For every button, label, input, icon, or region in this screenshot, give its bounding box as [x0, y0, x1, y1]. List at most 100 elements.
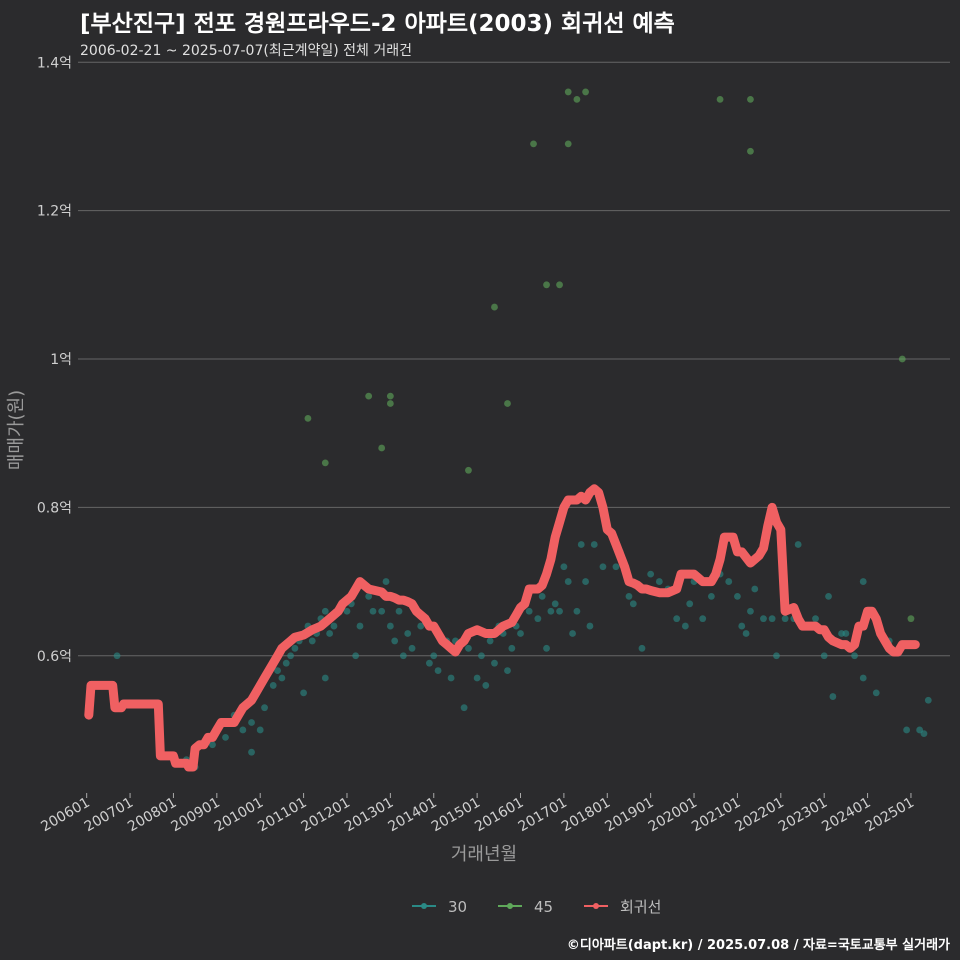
point-30	[538, 593, 546, 600]
point-30	[382, 578, 390, 585]
point-30	[794, 541, 802, 548]
legend-swatch-dot	[507, 903, 513, 909]
point-30	[920, 730, 928, 738]
point-30	[747, 607, 754, 615]
point-30	[222, 733, 229, 741]
point-30	[113, 652, 121, 660]
point-30	[859, 674, 867, 682]
point-30	[248, 719, 255, 726]
point-30	[473, 674, 481, 682]
x-tick-label: 201101	[255, 795, 309, 836]
point-45	[386, 392, 394, 400]
x-tick-label: 201601	[472, 795, 526, 836]
point-45	[747, 147, 754, 155]
x-tick-label: 201301	[342, 795, 396, 836]
point-30	[287, 652, 294, 660]
point-45	[907, 615, 915, 623]
point-45	[304, 414, 312, 422]
chart-subtitle: 2006-02-21 ~ 2025-07-07(최근계약일) 전체 거래건	[80, 43, 412, 59]
legend-swatch-dot	[421, 903, 427, 909]
point-30	[820, 652, 828, 660]
point-30	[408, 644, 416, 652]
point-30	[573, 607, 581, 615]
point-45	[504, 400, 511, 407]
point-30	[386, 622, 394, 630]
point-30	[308, 637, 316, 645]
point-45	[747, 95, 754, 103]
point-45	[564, 88, 572, 96]
point-30	[707, 593, 715, 600]
point-30	[681, 622, 689, 630]
point-30	[330, 622, 338, 630]
point-30	[395, 607, 403, 615]
point-30	[725, 578, 733, 585]
point-30	[569, 630, 576, 637]
point-30	[760, 615, 767, 623]
point-30	[369, 607, 377, 615]
point-45	[491, 303, 498, 311]
point-45	[564, 140, 572, 148]
point-30	[582, 578, 589, 585]
point-45	[386, 400, 394, 407]
point-30	[321, 607, 329, 615]
point-30	[417, 622, 425, 630]
point-30	[742, 630, 750, 637]
point-30	[399, 652, 407, 660]
point-30	[426, 659, 433, 667]
x-tick-label: 200601	[38, 795, 92, 836]
point-30	[590, 541, 598, 548]
point-30	[478, 652, 485, 660]
x-tick-label: 202301	[776, 795, 830, 836]
point-30	[699, 615, 707, 623]
x-tick-label: 202201	[733, 795, 787, 836]
legend-label: 회귀선	[620, 898, 661, 916]
x-tick-label: 202401	[819, 795, 873, 836]
y-axis-label: 매매가(원)	[6, 390, 27, 470]
x-tick-label: 201001	[212, 795, 266, 836]
point-45	[898, 355, 906, 363]
point-45	[543, 281, 550, 289]
point-30	[352, 652, 360, 660]
point-30	[282, 659, 290, 667]
point-30	[300, 689, 307, 697]
point-30	[508, 644, 516, 652]
x-tick-label: 202001	[646, 795, 700, 836]
point-45	[378, 444, 386, 452]
point-30	[686, 600, 694, 608]
y-tick-label: 1.2억	[37, 204, 72, 220]
point-30	[872, 689, 880, 697]
regression-line	[84, 484, 920, 772]
point-30	[491, 659, 498, 667]
point-30	[734, 593, 741, 600]
x-tick-label: 200801	[125, 795, 179, 836]
point-30	[577, 541, 585, 548]
point-30	[599, 563, 607, 571]
legend-swatch-dot	[593, 903, 599, 909]
point-30	[829, 693, 837, 700]
point-30	[612, 563, 620, 571]
point-30	[430, 652, 438, 660]
point-30	[209, 741, 216, 749]
point-30	[525, 607, 533, 615]
point-30	[239, 726, 247, 734]
x-tick-label: 201701	[516, 795, 570, 836]
point-30	[859, 578, 867, 585]
x-tick-label: 201201	[299, 795, 353, 836]
point-30	[586, 622, 594, 630]
point-30	[291, 644, 299, 652]
point-30	[269, 682, 277, 689]
point-45	[321, 459, 329, 467]
point-45	[465, 466, 472, 474]
point-45	[716, 95, 724, 103]
point-30	[647, 570, 655, 578]
x-tick-label: 202501	[863, 795, 917, 836]
point-30	[356, 622, 364, 630]
point-30	[738, 622, 746, 630]
y-tick-label: 0.8억	[37, 500, 72, 516]
point-30	[547, 607, 555, 615]
point-30	[655, 578, 663, 585]
point-30	[391, 637, 399, 645]
x-tick-label: 201501	[429, 795, 483, 836]
point-30	[326, 630, 334, 637]
